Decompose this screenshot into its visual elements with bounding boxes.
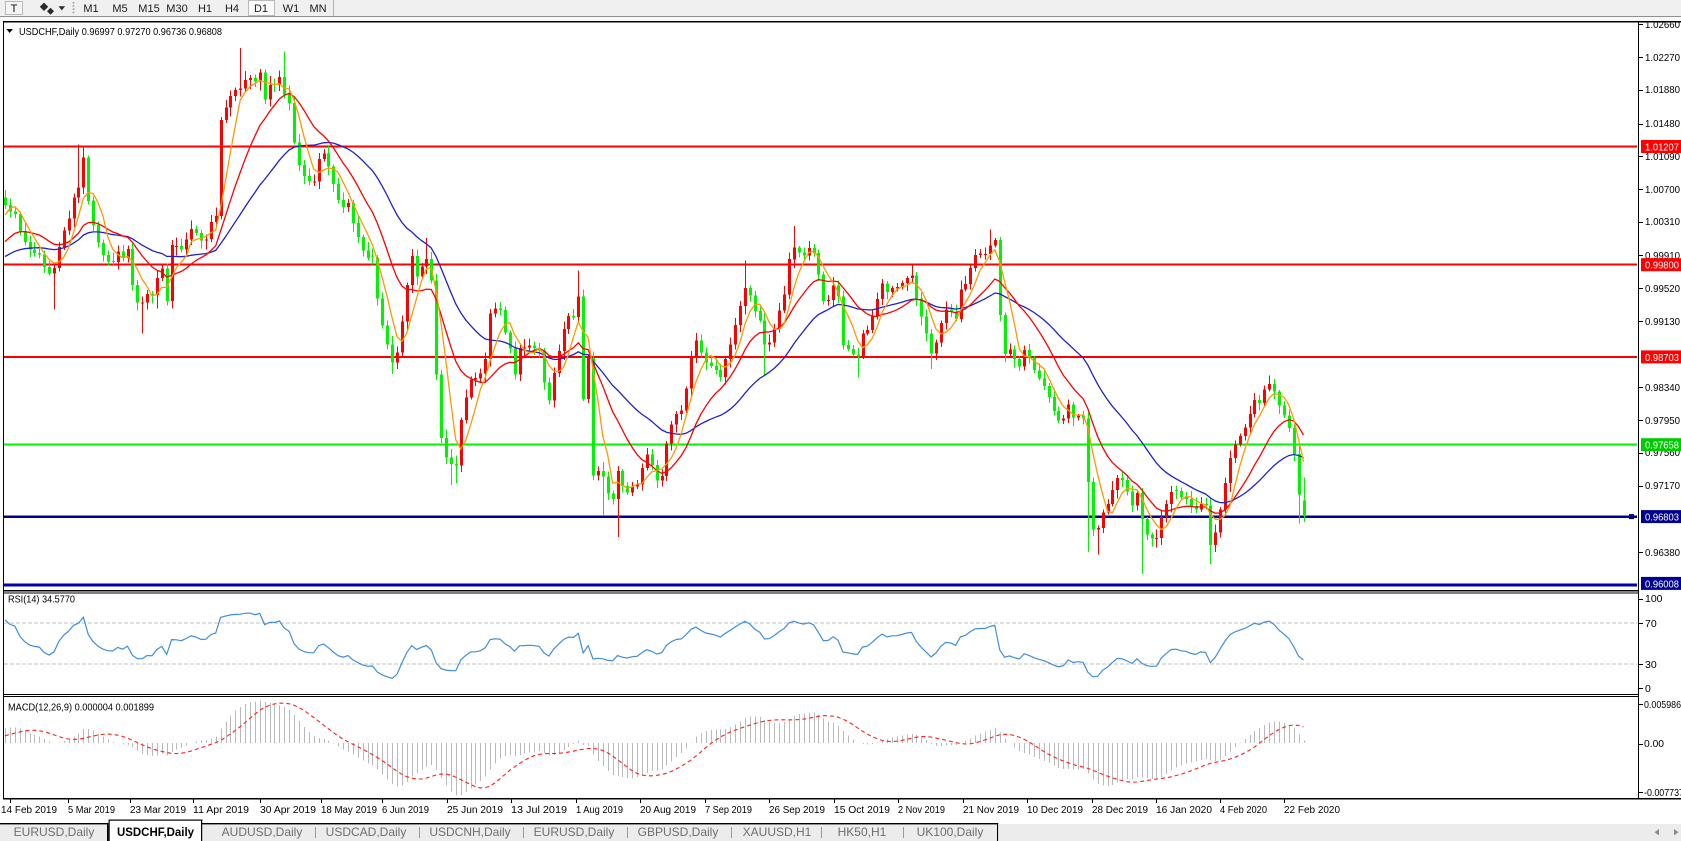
svg-text:H4: H4 bbox=[225, 3, 239, 15]
svg-text:M1: M1 bbox=[83, 3, 98, 15]
svg-text:0.97658: 0.97658 bbox=[1645, 440, 1679, 452]
svg-text:0.97950: 0.97950 bbox=[1645, 415, 1680, 427]
svg-text:0.99130: 0.99130 bbox=[1645, 316, 1680, 328]
svg-text:MACD(12,26,9) 0.000004 0.00189: MACD(12,26,9) 0.000004 0.001899 bbox=[8, 702, 154, 714]
svg-text:22 Feb 2020: 22 Feb 2020 bbox=[1284, 804, 1340, 816]
svg-text:D1: D1 bbox=[254, 3, 268, 15]
svg-text:28 Dec 2019: 28 Dec 2019 bbox=[1092, 804, 1148, 816]
svg-text:H1: H1 bbox=[198, 3, 212, 15]
svg-text:AUDUSD,Daily: AUDUSD,Daily bbox=[222, 825, 303, 839]
svg-text:0.96380: 0.96380 bbox=[1645, 547, 1680, 559]
svg-text:2 Nov 2019: 2 Nov 2019 bbox=[898, 804, 945, 816]
svg-text:1.00700: 1.00700 bbox=[1645, 184, 1680, 196]
svg-text:30: 30 bbox=[1645, 659, 1657, 671]
svg-text:30 Apr 2019: 30 Apr 2019 bbox=[260, 804, 316, 816]
svg-text:1.01090: 1.01090 bbox=[1645, 151, 1680, 163]
svg-text:1.02270: 1.02270 bbox=[1645, 52, 1680, 64]
svg-text:T: T bbox=[11, 3, 18, 15]
svg-text:0.98340: 0.98340 bbox=[1645, 382, 1680, 394]
svg-text:14 Feb 2019: 14 Feb 2019 bbox=[1, 804, 57, 816]
svg-text:M5: M5 bbox=[112, 3, 127, 15]
svg-text:1.01880: 1.01880 bbox=[1645, 84, 1680, 96]
svg-text:USDCAD,Daily: USDCAD,Daily bbox=[326, 825, 407, 839]
svg-text:0.97170: 0.97170 bbox=[1645, 480, 1680, 492]
svg-text:USDCHF,Daily: USDCHF,Daily bbox=[117, 825, 194, 839]
svg-text:21 Nov 2019: 21 Nov 2019 bbox=[963, 804, 1019, 816]
svg-text:-0.007737: -0.007737 bbox=[1644, 787, 1681, 799]
svg-text:1.00310: 1.00310 bbox=[1645, 216, 1680, 228]
svg-text:HK50,H1: HK50,H1 bbox=[838, 825, 887, 839]
svg-text:XAUUSD,H1: XAUUSD,H1 bbox=[743, 825, 812, 839]
svg-text:23 Mar 2019: 23 Mar 2019 bbox=[130, 804, 186, 816]
svg-text:M15: M15 bbox=[138, 3, 159, 15]
svg-text:EURUSD,Daily: EURUSD,Daily bbox=[534, 825, 615, 839]
svg-text:13 Jul 2019: 13 Jul 2019 bbox=[511, 804, 567, 816]
svg-text:MN: MN bbox=[309, 3, 326, 15]
svg-text:1.01480: 1.01480 bbox=[1645, 118, 1680, 130]
svg-text:0.99520: 0.99520 bbox=[1645, 283, 1680, 295]
svg-text:EURUSD,Daily: EURUSD,Daily bbox=[14, 825, 95, 839]
svg-text:70: 70 bbox=[1645, 618, 1657, 630]
svg-text:0.99800: 0.99800 bbox=[1645, 260, 1679, 272]
svg-text:1 Aug 2019: 1 Aug 2019 bbox=[576, 804, 623, 816]
svg-text:0.005986: 0.005986 bbox=[1644, 699, 1681, 711]
svg-text:10 Dec 2019: 10 Dec 2019 bbox=[1027, 804, 1083, 816]
svg-text:0.96803: 0.96803 bbox=[1645, 512, 1679, 524]
svg-text:7 Sep 2019: 7 Sep 2019 bbox=[705, 804, 752, 816]
svg-text:18 May 2019: 18 May 2019 bbox=[321, 804, 377, 816]
svg-text:RSI(14) 34.5770: RSI(14) 34.5770 bbox=[8, 594, 75, 606]
svg-text:0.96008: 0.96008 bbox=[1645, 578, 1679, 590]
svg-text:5 Mar 2019: 5 Mar 2019 bbox=[68, 804, 115, 816]
svg-text:4 Feb 2020: 4 Feb 2020 bbox=[1220, 804, 1267, 816]
svg-text:1.02660: 1.02660 bbox=[1645, 19, 1680, 31]
svg-text:20 Aug 2019: 20 Aug 2019 bbox=[640, 804, 696, 816]
svg-text:W1: W1 bbox=[283, 3, 300, 15]
svg-text:0.98703: 0.98703 bbox=[1645, 352, 1679, 364]
svg-text:GBPUSD,Daily: GBPUSD,Daily bbox=[638, 825, 719, 839]
svg-text:0: 0 bbox=[1645, 683, 1651, 695]
svg-text:USDCNH,Daily: USDCNH,Daily bbox=[429, 825, 510, 839]
svg-text:M30: M30 bbox=[166, 3, 187, 15]
svg-text:26 Sep 2019: 26 Sep 2019 bbox=[769, 804, 825, 816]
svg-text:0.00: 0.00 bbox=[1644, 738, 1664, 750]
svg-text:1.01207: 1.01207 bbox=[1645, 142, 1679, 154]
svg-text:16 Jan 2020: 16 Jan 2020 bbox=[1156, 804, 1212, 816]
svg-text:100: 100 bbox=[1645, 593, 1663, 605]
svg-text:25 Jun 2019: 25 Jun 2019 bbox=[447, 804, 503, 816]
svg-text:6 Jun 2019: 6 Jun 2019 bbox=[382, 804, 429, 816]
svg-text:USDCHF,Daily 0.96997 0.97270: USDCHF,Daily 0.96997 0.97270 0.96736 0.9… bbox=[19, 26, 222, 38]
svg-text:15 Oct 2019: 15 Oct 2019 bbox=[834, 804, 890, 816]
svg-text:UK100,Daily: UK100,Daily bbox=[917, 825, 984, 839]
svg-text:11 Apr 2019: 11 Apr 2019 bbox=[193, 804, 249, 816]
